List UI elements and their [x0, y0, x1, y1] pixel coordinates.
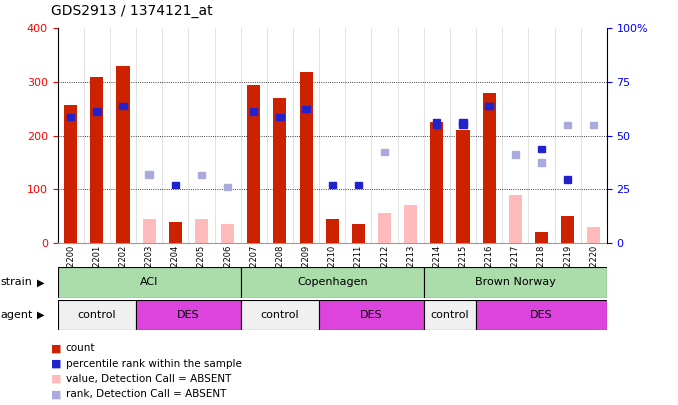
Text: Brown Norway: Brown Norway — [475, 277, 556, 288]
Bar — [146, 171, 153, 177]
Text: ■: ■ — [51, 359, 61, 369]
Bar — [221, 224, 234, 243]
Bar — [352, 224, 365, 243]
Bar — [195, 219, 208, 243]
Text: ACI: ACI — [140, 277, 159, 288]
Bar — [587, 227, 600, 243]
Text: Copenhagen: Copenhagen — [297, 277, 367, 288]
Bar — [325, 219, 339, 243]
Bar — [329, 182, 336, 188]
Text: rank, Detection Call = ABSENT: rank, Detection Call = ABSENT — [66, 390, 226, 399]
Bar — [485, 103, 493, 109]
Bar — [508, 195, 522, 243]
Bar — [241, 300, 319, 330]
Bar — [169, 222, 182, 243]
Text: control: control — [77, 310, 116, 320]
Text: ■: ■ — [51, 374, 61, 384]
Text: DES: DES — [177, 310, 200, 320]
Bar — [198, 172, 205, 178]
Bar — [247, 85, 260, 243]
Bar — [512, 151, 519, 158]
Bar — [250, 108, 258, 115]
Text: DES: DES — [530, 310, 553, 320]
Bar — [485, 103, 493, 109]
Text: ▶: ▶ — [37, 277, 45, 288]
Text: GDS2913 / 1374121_at: GDS2913 / 1374121_at — [51, 4, 212, 18]
Bar — [58, 300, 136, 330]
Text: ■: ■ — [51, 343, 61, 353]
Bar — [535, 232, 548, 243]
Bar — [459, 122, 466, 128]
Bar — [424, 267, 607, 298]
Text: DES: DES — [360, 310, 383, 320]
Bar — [381, 149, 388, 155]
Bar — [64, 104, 77, 243]
Bar — [564, 177, 572, 183]
Bar — [456, 130, 469, 243]
Text: ▶: ▶ — [37, 310, 45, 320]
Bar — [276, 114, 283, 120]
Bar — [564, 122, 572, 128]
Bar — [404, 205, 417, 243]
Bar — [117, 66, 129, 243]
Text: count: count — [66, 343, 96, 353]
Bar — [538, 146, 545, 152]
Text: value, Detection Call = ABSENT: value, Detection Call = ABSENT — [66, 374, 231, 384]
Bar — [538, 159, 545, 166]
Bar — [93, 108, 100, 115]
Bar — [431, 122, 443, 243]
Bar — [136, 300, 241, 330]
Text: strain: strain — [0, 277, 32, 288]
Text: percentile rank within the sample: percentile rank within the sample — [66, 359, 241, 369]
Bar — [67, 114, 75, 120]
Bar — [302, 106, 310, 112]
Bar — [241, 267, 424, 298]
Bar — [433, 119, 441, 126]
Bar — [172, 182, 179, 188]
Bar — [319, 300, 424, 330]
Bar — [224, 184, 231, 190]
Bar — [300, 72, 313, 243]
Text: agent: agent — [0, 310, 33, 320]
Bar — [459, 119, 466, 126]
Bar — [378, 213, 391, 243]
Bar — [142, 219, 156, 243]
Bar — [119, 103, 127, 109]
Bar — [590, 122, 597, 128]
Text: control: control — [260, 310, 299, 320]
Bar — [476, 300, 607, 330]
Bar — [58, 267, 241, 298]
Bar — [355, 182, 362, 188]
Text: ■: ■ — [51, 390, 61, 399]
Bar — [433, 122, 441, 128]
Bar — [90, 77, 104, 243]
Bar — [273, 98, 287, 243]
Bar — [561, 216, 574, 243]
Bar — [483, 93, 496, 243]
Text: control: control — [431, 310, 469, 320]
Bar — [424, 300, 476, 330]
